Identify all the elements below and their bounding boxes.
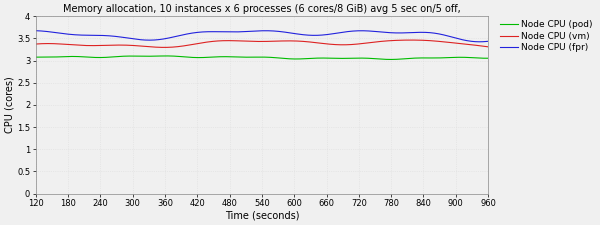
- Node CPU (vm): [335, 43, 342, 46]
- Node CPU (pod): [373, 57, 380, 60]
- Node CPU (fpr): [484, 40, 491, 43]
- Node CPU (vm): [373, 40, 380, 43]
- Node CPU (pod): [387, 58, 394, 61]
- Node CPU (vm): [407, 39, 415, 41]
- Line: Node CPU (pod): Node CPU (pod): [36, 56, 488, 59]
- Node CPU (vm): [161, 46, 168, 49]
- X-axis label: Time (seconds): Time (seconds): [224, 211, 299, 221]
- Node CPU (vm): [238, 40, 245, 42]
- Node CPU (pod): [484, 57, 491, 60]
- Line: Node CPU (vm): Node CPU (vm): [36, 40, 488, 47]
- Line: Node CPU (fpr): Node CPU (fpr): [36, 31, 488, 42]
- Node CPU (fpr): [237, 30, 244, 33]
- Node CPU (vm): [148, 46, 155, 48]
- Node CPU (fpr): [299, 33, 306, 36]
- Node CPU (pod): [238, 56, 245, 58]
- Title: Memory allocation, 10 instances x 6 processes (6 cores/8 GiB) avg 5 sec on/5 off: Memory allocation, 10 instances x 6 proc…: [63, 4, 461, 14]
- Node CPU (fpr): [112, 35, 119, 38]
- Node CPU (pod): [335, 57, 342, 60]
- Node CPU (vm): [32, 43, 40, 45]
- Node CPU (fpr): [373, 30, 380, 33]
- Node CPU (pod): [112, 55, 119, 58]
- Node CPU (pod): [163, 55, 170, 57]
- Node CPU (fpr): [32, 29, 40, 32]
- Node CPU (fpr): [476, 40, 484, 43]
- Node CPU (vm): [484, 45, 491, 48]
- Node CPU (pod): [148, 55, 155, 58]
- Node CPU (fpr): [148, 39, 155, 41]
- Y-axis label: CPU (cores): CPU (cores): [4, 76, 14, 133]
- Node CPU (fpr): [334, 32, 341, 34]
- Node CPU (vm): [112, 44, 119, 46]
- Legend: Node CPU (pod), Node CPU (vm), Node CPU (fpr): Node CPU (pod), Node CPU (vm), Node CPU …: [497, 17, 596, 55]
- Node CPU (pod): [32, 56, 40, 58]
- Node CPU (pod): [299, 57, 307, 60]
- Node CPU (vm): [299, 40, 307, 43]
